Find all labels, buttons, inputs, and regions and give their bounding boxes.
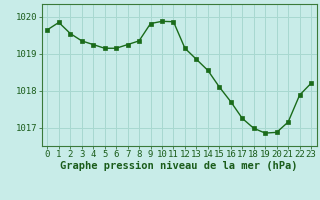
X-axis label: Graphe pression niveau de la mer (hPa): Graphe pression niveau de la mer (hPa) — [60, 161, 298, 171]
